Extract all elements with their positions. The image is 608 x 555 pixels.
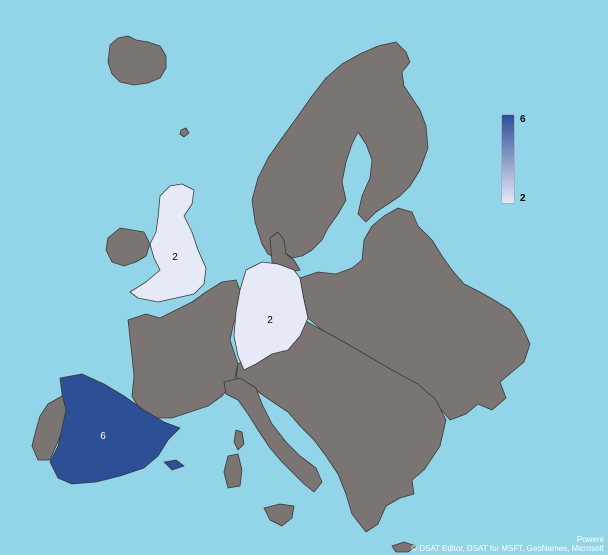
faroe-islands — [179, 127, 190, 138]
map-attribution: Powere © DSAT Editor, DSAT for MSFT, Geo… — [411, 535, 604, 553]
region-germany[interactable] — [233, 261, 309, 371]
label-united-kingdom: 2 — [172, 252, 178, 263]
region-united-kingdom[interactable] — [129, 183, 207, 303]
france — [127, 279, 245, 419]
central-europe-balkans — [235, 317, 447, 533]
attribution-line-2: © DSAT Editor, DSAT for MSFT, GeoNames, … — [411, 544, 604, 553]
sardinia — [223, 453, 243, 489]
crete — [391, 541, 417, 553]
region-spain[interactable] — [49, 373, 181, 485]
sicily — [263, 503, 295, 527]
color-scale-legend — [501, 114, 515, 204]
legend-max-value: 6 — [520, 114, 526, 125]
scandinavia — [251, 41, 429, 259]
attribution-line-1: Powere — [576, 535, 604, 544]
italy — [223, 377, 323, 493]
corsica — [233, 429, 245, 451]
label-germany: 2 — [267, 315, 273, 326]
region-spain-balearic[interactable] — [163, 459, 185, 471]
legend-min-value: 2 — [520, 193, 526, 204]
label-spain: 6 — [100, 431, 106, 442]
iceland — [107, 35, 167, 86]
ireland — [105, 227, 151, 267]
